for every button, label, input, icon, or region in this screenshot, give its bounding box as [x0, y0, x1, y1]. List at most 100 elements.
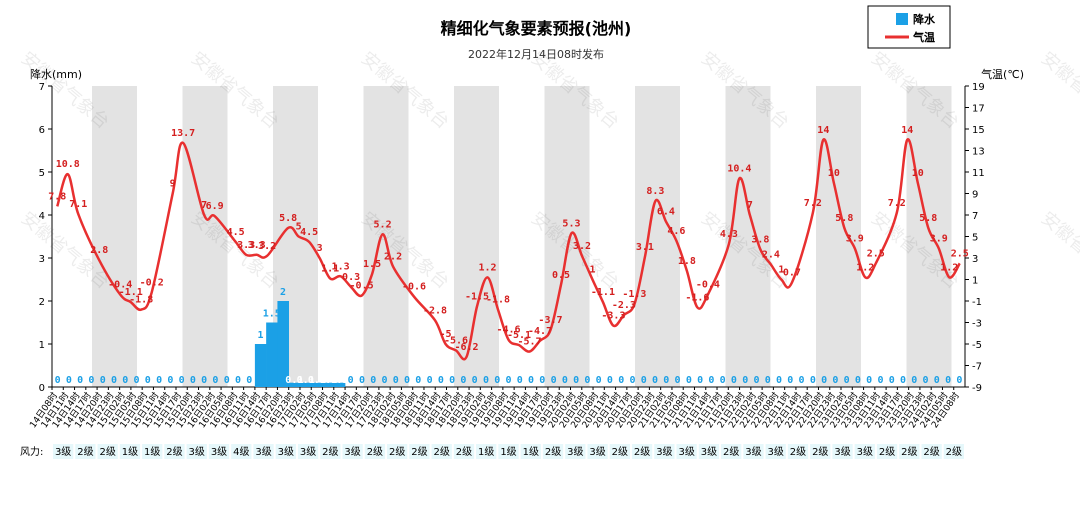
wind-value: 2级 [879, 446, 895, 458]
temp-label: 10.4 [727, 163, 751, 174]
y-right-tick-label: -9 [972, 383, 982, 394]
legend-swatch-precip [896, 13, 908, 25]
temp-label: 4.3 [720, 229, 738, 240]
wind-cell-bg [53, 444, 74, 459]
wind-value: 3级 [768, 446, 784, 458]
y-left-tick-label: 4 [39, 211, 45, 222]
wind-value: 2级 [790, 446, 806, 458]
wind-value: 2级 [723, 446, 739, 458]
precip-label: 0 [111, 375, 117, 386]
temp-label: 3.1 [636, 242, 654, 253]
temp-label: -3.3 [601, 311, 625, 322]
precip-label: 0 [562, 375, 568, 386]
wind-value: 2级 [411, 446, 427, 458]
temp-label: -5.7 [517, 337, 541, 348]
temp-label: 1 [778, 265, 784, 276]
wind-cell-bg [97, 444, 118, 459]
wind-label: 风力: [20, 445, 43, 458]
wind-value: 3级 [834, 446, 850, 458]
y-right-tick-label: 1 [972, 276, 978, 287]
precip-label: 0 [505, 375, 511, 386]
wind-cell-bg [787, 444, 809, 459]
legend-label-temp: 气温 [912, 30, 935, 44]
temp-label: -4.7 [528, 326, 552, 337]
precip-label: 1.5 [263, 309, 281, 320]
y-left-tick-label: 0 [39, 383, 45, 394]
precip-bars [254, 301, 346, 387]
temp-label: 5.8 [279, 213, 297, 224]
wind-cell-bg [921, 444, 942, 459]
precip-label: 0 [348, 375, 354, 386]
y-right-tick-label: 9 [972, 190, 978, 201]
precip-label: 0.1 [285, 375, 303, 386]
precip-bar [266, 322, 278, 387]
temp-label: 14 [817, 125, 829, 136]
temp-label: 3.3 [237, 240, 255, 251]
wind-cell-bg [297, 444, 319, 459]
temp-label: -0.4 [108, 280, 132, 291]
precip-label: 0 [77, 375, 83, 386]
temp-label: 14 [901, 125, 913, 136]
precip-label: 0 [900, 375, 906, 386]
wind-value: 2级 [456, 446, 472, 458]
temp-label: 1.2 [940, 262, 958, 273]
precip-label: 0 [923, 375, 929, 386]
precip-label: 0 [675, 375, 681, 386]
wind-row: 风力: 3级 2级 2级 1级 1级 2级 3级 3级 4级 3级 3级 3级 2级 3级 2级 2级 2级 2级… [20, 444, 964, 459]
precip-label: 0 [821, 375, 827, 386]
wind-cell-bg [142, 444, 163, 459]
temp-label: 1.5 [363, 259, 381, 270]
wind-value: 2级 [367, 446, 383, 458]
precip-label: 0 [652, 375, 658, 386]
temp-line [56, 138, 961, 361]
precip-label: 0 [731, 375, 737, 386]
y-right-tick-label: -7 [972, 362, 982, 373]
precip-label: 0 [787, 375, 793, 386]
y-left-tick-label: 2 [39, 297, 45, 308]
wind-value: 2级 [322, 446, 338, 458]
wind-cell-bg [743, 444, 764, 459]
precip-label: 0 [618, 375, 624, 386]
precip-label: 0 [742, 375, 748, 386]
precip-label: 0 [483, 375, 489, 386]
precip-label: 2 [280, 287, 286, 298]
precip-label: 0 [956, 375, 962, 386]
wind-value: 2级 [545, 446, 561, 458]
precip-label: 0 [88, 375, 94, 386]
temp-label: 5.8 [919, 213, 937, 224]
y-right-tick-label: 7 [972, 211, 978, 222]
wind-value: 1级 [523, 446, 539, 458]
wind-cell-bg [431, 444, 452, 459]
chart-title: 精细化气象要素预报(池州) [441, 19, 632, 38]
wind-cell-bg [231, 444, 252, 459]
precip-label: 0 [393, 375, 399, 386]
y-right-tick-label: 19 [972, 82, 985, 93]
wind-cell-bg [409, 444, 430, 459]
precip-label: 0.1 [297, 375, 315, 386]
temp-label: -5.1 [507, 330, 531, 341]
wind-value: 1级 [500, 446, 516, 458]
precip-label: 0 [359, 375, 365, 386]
wind-cell-bg [654, 444, 675, 459]
temp-label: 2.4 [762, 249, 780, 260]
wind-cell-bg [676, 444, 697, 459]
precip-label: 0 [381, 375, 387, 386]
wind-cell-bg [164, 444, 185, 459]
precip-label: 0 [66, 375, 72, 386]
precip-bar [333, 382, 346, 387]
band [725, 86, 771, 387]
wind-cell-bg [208, 444, 230, 459]
wind-value: 2级 [99, 446, 115, 458]
wind-cell-bg [565, 444, 586, 459]
precip-label: 0 [539, 375, 545, 386]
precip-label: 0 [844, 375, 850, 386]
legend: 降水 气温 [867, 5, 951, 49]
y-left-tick-label: 6 [39, 125, 45, 136]
temp-label: 5.2 [374, 219, 392, 230]
precip-label: 0.1 [330, 375, 348, 386]
temp-label: -3.7 [538, 315, 562, 326]
wind-value: 3级 [255, 446, 271, 458]
precip-label: 0 [629, 375, 635, 386]
precip-label: 0 [156, 375, 162, 386]
wind-value: 3级 [55, 446, 71, 458]
